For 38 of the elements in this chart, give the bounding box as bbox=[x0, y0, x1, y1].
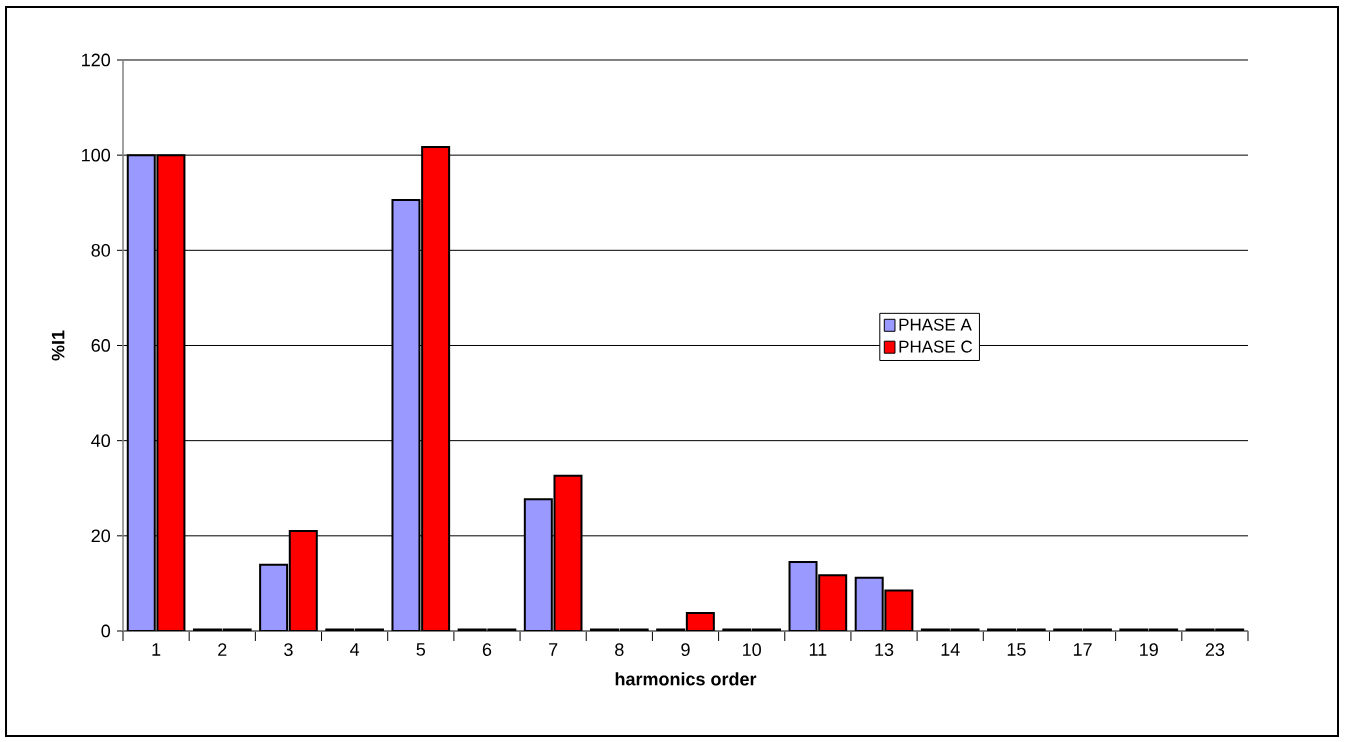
x-tick-label: 8 bbox=[615, 643, 624, 656]
x-tick-label: 19 bbox=[1140, 643, 1158, 656]
bar bbox=[288, 530, 318, 631]
y-axis-title: %I1 bbox=[51, 330, 65, 361]
x-tick-label: 5 bbox=[416, 643, 426, 656]
x-tick-label: 17 bbox=[1073, 643, 1092, 656]
x-tick-label: 11 bbox=[809, 643, 827, 656]
x-tick-label: 6 bbox=[482, 643, 492, 656]
bar bbox=[156, 154, 186, 631]
x-tick-label: 1 bbox=[152, 643, 161, 656]
x-tick-label: 2 bbox=[218, 643, 227, 656]
x-axis-title: harmonics order bbox=[615, 672, 757, 686]
bar bbox=[553, 474, 583, 631]
bar bbox=[788, 560, 818, 631]
legend-label: PHASE C bbox=[899, 340, 973, 353]
bar bbox=[391, 198, 421, 631]
x-tick-label: 14 bbox=[941, 643, 960, 656]
y-tick-label: 80 bbox=[91, 243, 111, 257]
x-tick-label: 15 bbox=[1007, 643, 1026, 656]
x-tick-label: 13 bbox=[875, 643, 894, 656]
x-tick-label: 10 bbox=[743, 643, 761, 656]
x-tick-label: 4 bbox=[350, 643, 360, 656]
y-tick-label: 100 bbox=[82, 148, 111, 162]
bar bbox=[523, 498, 553, 631]
bar bbox=[126, 154, 156, 631]
x-tick-label: 3 bbox=[284, 643, 293, 656]
legend-label: PHASE A bbox=[899, 318, 972, 331]
bar bbox=[421, 146, 451, 631]
bar bbox=[818, 574, 848, 631]
x-tick-label: 7 bbox=[549, 643, 558, 656]
x-tick-label: 23 bbox=[1205, 643, 1225, 656]
y-tick-label: 0 bbox=[101, 624, 111, 638]
bar bbox=[259, 563, 289, 631]
x-tick-label: 9 bbox=[681, 643, 690, 656]
y-tick-label: 120 bbox=[82, 53, 111, 67]
y-tick-label: 40 bbox=[91, 434, 111, 448]
y-tick-label: 20 bbox=[91, 529, 111, 543]
y-tick-label: 60 bbox=[91, 339, 111, 352]
